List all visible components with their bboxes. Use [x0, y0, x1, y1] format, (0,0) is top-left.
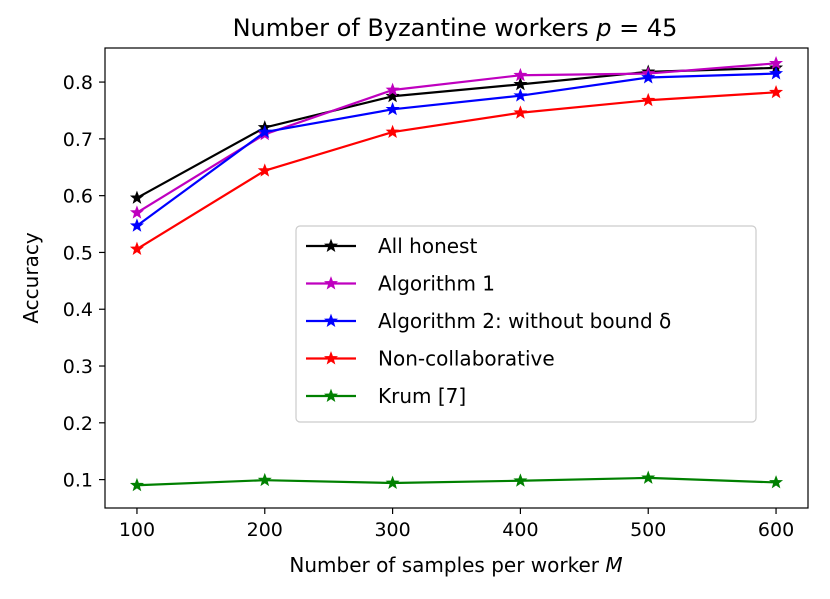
legend-label: Krum [7] — [378, 384, 466, 408]
x-tick-label: 500 — [630, 519, 666, 541]
plot-area — [129, 55, 784, 492]
data-point — [513, 105, 528, 119]
data-point — [385, 124, 400, 139]
data-point — [769, 55, 784, 70]
data-point — [641, 470, 656, 484]
data-point — [385, 82, 400, 96]
x-tick-label: 100 — [119, 519, 155, 541]
legend-item: All honest — [306, 234, 477, 258]
y-axis-label: Accuracy — [19, 232, 43, 323]
series-line — [136, 72, 777, 227]
legend-label: Algorithm 1 — [378, 272, 495, 296]
y-tick-label: 0.7 — [63, 129, 93, 151]
x-tick-label: 300 — [374, 519, 410, 541]
y-tick-label: 0.6 — [63, 186, 93, 208]
chart-title: Number of Byzantine workers p = 45 — [233, 14, 678, 42]
series-line — [136, 476, 777, 487]
x-tick-label: 600 — [758, 519, 794, 541]
legend-marker — [324, 388, 338, 402]
y-tick-label: 0.5 — [63, 242, 93, 264]
series-3 — [129, 84, 784, 255]
data-point — [129, 190, 144, 204]
data-point — [769, 475, 784, 489]
y-axis: 0.1 0.2 0.3 0.4 0.5 0.6 0.7 0.8 — [63, 72, 105, 492]
x-tick-label: 400 — [502, 519, 538, 541]
data-point — [257, 124, 272, 139]
data-point — [385, 88, 400, 103]
series-2 — [129, 66, 784, 232]
series-4 — [129, 470, 784, 492]
legend: All honest Algorithm 1 Algorithm 2: withou… — [295, 225, 757, 423]
data-point — [641, 92, 656, 107]
y-tick-label: 0.3 — [63, 356, 93, 378]
axes-frame — [104, 47, 809, 509]
legend-item: Algorithm 2: without bound δ — [306, 309, 671, 333]
data-point — [513, 473, 528, 487]
data-point — [769, 84, 784, 99]
y-tick-label: 0.4 — [63, 299, 93, 321]
data-point — [513, 76, 528, 91]
x-tick-label: 200 — [247, 519, 283, 541]
y-tick-label: 0.1 — [63, 470, 93, 492]
y-tick-label: 0.8 — [63, 72, 93, 94]
x-axis-label: Number of samples per worker M — [289, 553, 622, 577]
data-point — [385, 475, 400, 489]
legend-marker — [324, 238, 338, 252]
data-point — [129, 218, 144, 232]
series-line — [136, 66, 777, 199]
data-point — [129, 205, 144, 219]
data-point — [641, 70, 656, 84]
legend-marker — [324, 276, 338, 290]
legend-label: Non-collaborative — [378, 347, 555, 371]
series-line — [136, 91, 777, 250]
data-point — [513, 88, 528, 102]
data-point — [257, 472, 272, 487]
data-point — [257, 163, 272, 177]
data-point — [769, 66, 784, 80]
legend-item: Non-collaborative — [306, 347, 555, 371]
y-tick-label: 0.2 — [63, 413, 93, 435]
legend-item: Algorithm 1 — [306, 272, 495, 296]
data-point — [385, 101, 400, 116]
legend-label: All honest — [378, 234, 477, 258]
legend-box — [295, 225, 757, 423]
legend-marker — [324, 313, 338, 327]
x-axis: 100 200 300 400 500 600 — [119, 508, 794, 541]
data-point — [513, 67, 528, 82]
data-point — [129, 241, 144, 255]
legend-label: Algorithm 2: without bound δ — [378, 309, 671, 333]
legend-item: Krum [7] — [306, 384, 466, 408]
data-point — [129, 477, 144, 492]
legend-marker — [324, 351, 338, 365]
